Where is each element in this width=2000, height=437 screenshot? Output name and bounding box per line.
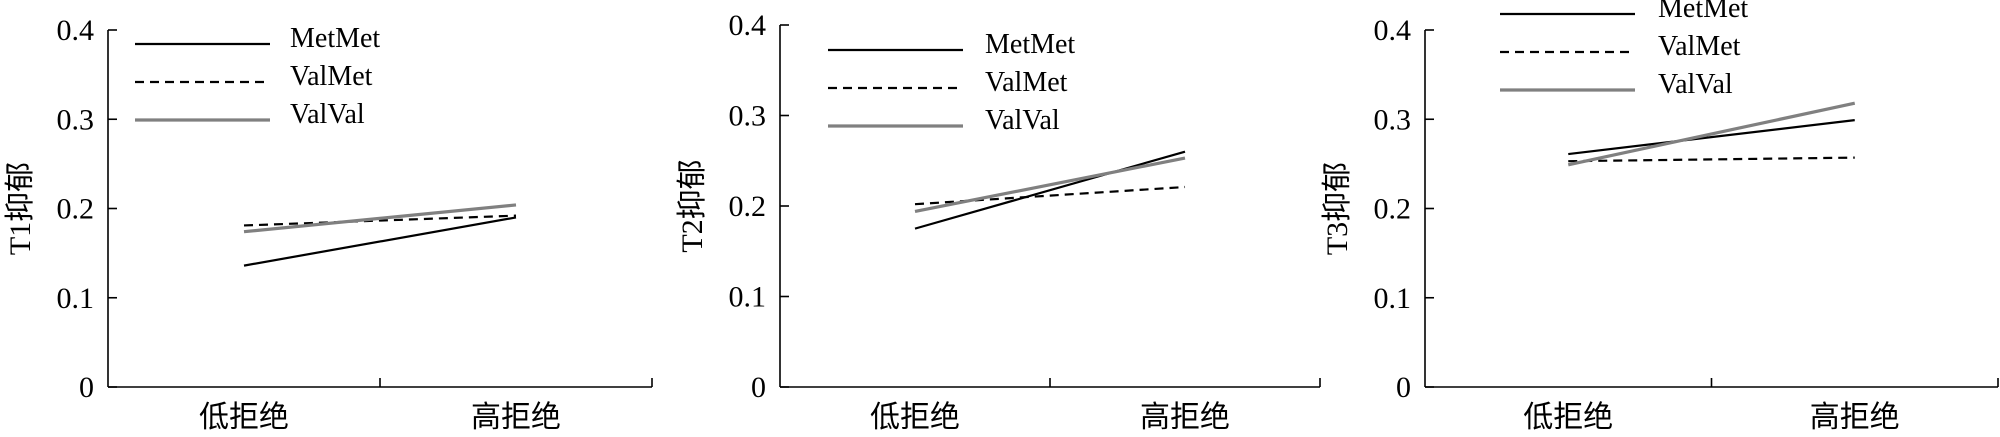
y-tick-label: 0.4	[1374, 14, 1412, 47]
y-tick-label: 0	[751, 371, 766, 404]
x-category-label: 低拒绝	[1523, 401, 1613, 434]
y-axis-title: T3抑郁	[1321, 162, 1354, 255]
y-tick-label: 0.2	[57, 193, 95, 226]
x-category-label: 高拒绝	[1810, 401, 1900, 434]
legend-label-metmet: MetMet	[1658, 0, 1748, 24]
legend-label-valmet: ValMet	[1658, 31, 1741, 62]
x-category-label: 低拒绝	[199, 401, 289, 434]
legend: MetMet ValMet ValVal	[135, 23, 380, 130]
series-line-valval	[243, 203, 517, 234]
y-tick-label: 0.4	[729, 9, 767, 42]
x-category-label: 低拒绝	[870, 401, 960, 434]
legend-label-metmet: MetMet	[290, 23, 380, 54]
chart-panel-2: 0 0.1 0.2 0.3 0.4 低拒绝 高拒绝 T2抑郁 MetMet ValMet ValVa…	[676, 9, 1321, 434]
y-axis-title: T1抑郁	[4, 162, 37, 255]
legend-label-valval: ValVal	[985, 105, 1060, 136]
y-tick-label: 0.3	[1374, 103, 1412, 136]
y-tick-label: 0.3	[729, 100, 767, 133]
series-line-metmet	[243, 216, 517, 267]
chart-panel-1: 0 0.1 0.2 0.3 0.4 低拒绝 高拒绝 T1抑郁 MetMet ValMet ValVa…	[4, 14, 653, 434]
y-tick-label: 0.1	[57, 282, 95, 315]
legend: MetMet ValMet ValVal	[828, 29, 1075, 136]
series-line-valval	[914, 156, 1186, 213]
y-axis-title: T2抑郁	[676, 159, 709, 252]
chart-panel-3: 0 0.1 0.2 0.3 0.4 低拒绝 高拒绝 T3抑郁 MetMet ValMet ValVa…	[1321, 0, 1999, 434]
series-line-valmet	[243, 214, 517, 227]
y-tick-label: 0.4	[57, 14, 95, 47]
legend: MetMet ValMet ValVal	[1500, 0, 1748, 100]
y-tick-label: 0	[79, 371, 94, 404]
legend-label-metmet: MetMet	[985, 29, 1075, 60]
y-tick-label: 0.2	[729, 190, 767, 223]
series-line-metmet	[1568, 119, 1855, 156]
y-tick-label: 0	[1396, 371, 1411, 404]
x-category-label: 高拒绝	[1140, 401, 1230, 434]
series-line-valmet	[1568, 156, 1855, 163]
y-tick-label: 0.1	[1374, 282, 1412, 315]
series-line-metmet	[914, 150, 1186, 230]
y-tick-label: 0.1	[729, 281, 767, 314]
series-line-valval	[1567, 101, 1856, 167]
legend-label-valmet: ValMet	[290, 61, 373, 92]
y-tick-label: 0.3	[57, 103, 95, 136]
legend-label-valmet: ValMet	[985, 67, 1068, 98]
y-tick-label: 0.2	[1374, 193, 1412, 226]
legend-label-valval: ValVal	[290, 99, 365, 130]
x-category-label: 高拒绝	[471, 401, 561, 434]
legend-label-valval: ValVal	[1658, 69, 1733, 100]
